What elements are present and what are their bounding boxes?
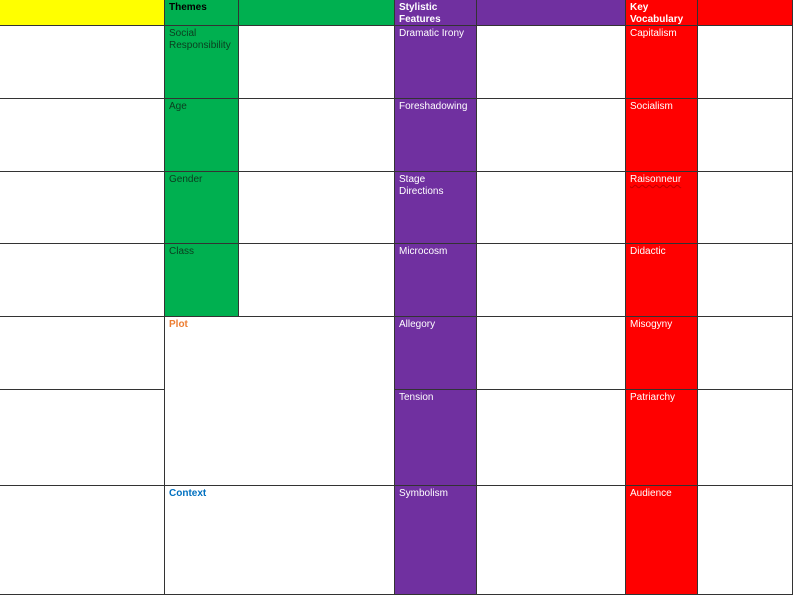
theme-cell[interactable]: Class <box>165 244 239 317</box>
stylistic-cell[interactable]: Symbolism <box>395 486 477 595</box>
themes-header-notes[interactable] <box>239 0 395 26</box>
vocab-notes[interactable] <box>698 317 793 390</box>
vocab-notes[interactable] <box>698 244 793 317</box>
context-cell[interactable]: Context <box>165 486 395 595</box>
blank-cell[interactable] <box>0 244 165 317</box>
stylistic-cell[interactable]: Allegory <box>395 317 477 390</box>
theme-notes[interactable] <box>239 99 395 172</box>
stylistic-notes[interactable] <box>477 172 626 244</box>
theme-cell[interactable]: Age <box>165 99 239 172</box>
stylistic-cell[interactable]: Foreshadowing <box>395 99 477 172</box>
stylistic-cell[interactable]: Dramatic Irony <box>395 26 477 99</box>
spellcheck-word: Raisonneur <box>630 174 682 185</box>
stylistic-notes[interactable] <box>477 317 626 390</box>
blank-cell[interactable] <box>0 172 165 244</box>
vocab-cell[interactable]: Misogyny <box>626 317 698 390</box>
vocab-notes[interactable] <box>698 390 793 486</box>
stylistic-notes[interactable] <box>477 486 626 595</box>
vocab-cell[interactable]: Capitalism <box>626 26 698 99</box>
plot-cell[interactable]: Plot <box>165 317 395 486</box>
stylistic-notes[interactable] <box>477 390 626 486</box>
themes-header[interactable]: Themes <box>165 0 239 26</box>
vocab-cell[interactable]: Patriarchy <box>626 390 698 486</box>
stylistic-header[interactable]: Stylistic Features <box>395 0 477 26</box>
theme-notes[interactable] <box>239 26 395 99</box>
stylistic-cell[interactable]: Tension <box>395 390 477 486</box>
blank-cell[interactable] <box>0 26 165 99</box>
stylistic-notes[interactable] <box>477 26 626 99</box>
header-blank-cell[interactable] <box>0 0 165 26</box>
stylistic-cell[interactable]: Stage Directions <box>395 172 477 244</box>
blank-cell[interactable] <box>0 317 165 390</box>
stylistic-notes[interactable] <box>477 244 626 317</box>
blank-cell[interactable] <box>0 486 165 595</box>
theme-cell[interactable]: Social Responsibility <box>165 26 239 99</box>
vocab-notes[interactable] <box>698 172 793 244</box>
vocab-notes[interactable] <box>698 26 793 99</box>
stylistic-cell[interactable]: Microcosm <box>395 244 477 317</box>
vocab-header-notes[interactable] <box>698 0 793 26</box>
vocab-cell[interactable]: Audience <box>626 486 698 595</box>
vocab-notes[interactable] <box>698 486 793 595</box>
vocab-cell[interactable]: Didactic <box>626 244 698 317</box>
theme-notes[interactable] <box>239 172 395 244</box>
vocab-cell[interactable]: Socialism <box>626 99 698 172</box>
theme-notes[interactable] <box>239 244 395 317</box>
blank-cell[interactable] <box>0 390 165 486</box>
stylistic-header-notes[interactable] <box>477 0 626 26</box>
blank-cell[interactable] <box>0 99 165 172</box>
vocab-notes[interactable] <box>698 99 793 172</box>
vocab-header[interactable]: Key Vocabulary <box>626 0 698 26</box>
theme-cell[interactable]: Gender <box>165 172 239 244</box>
vocab-cell[interactable]: Raisonneur <box>626 172 698 244</box>
stylistic-notes[interactable] <box>477 99 626 172</box>
